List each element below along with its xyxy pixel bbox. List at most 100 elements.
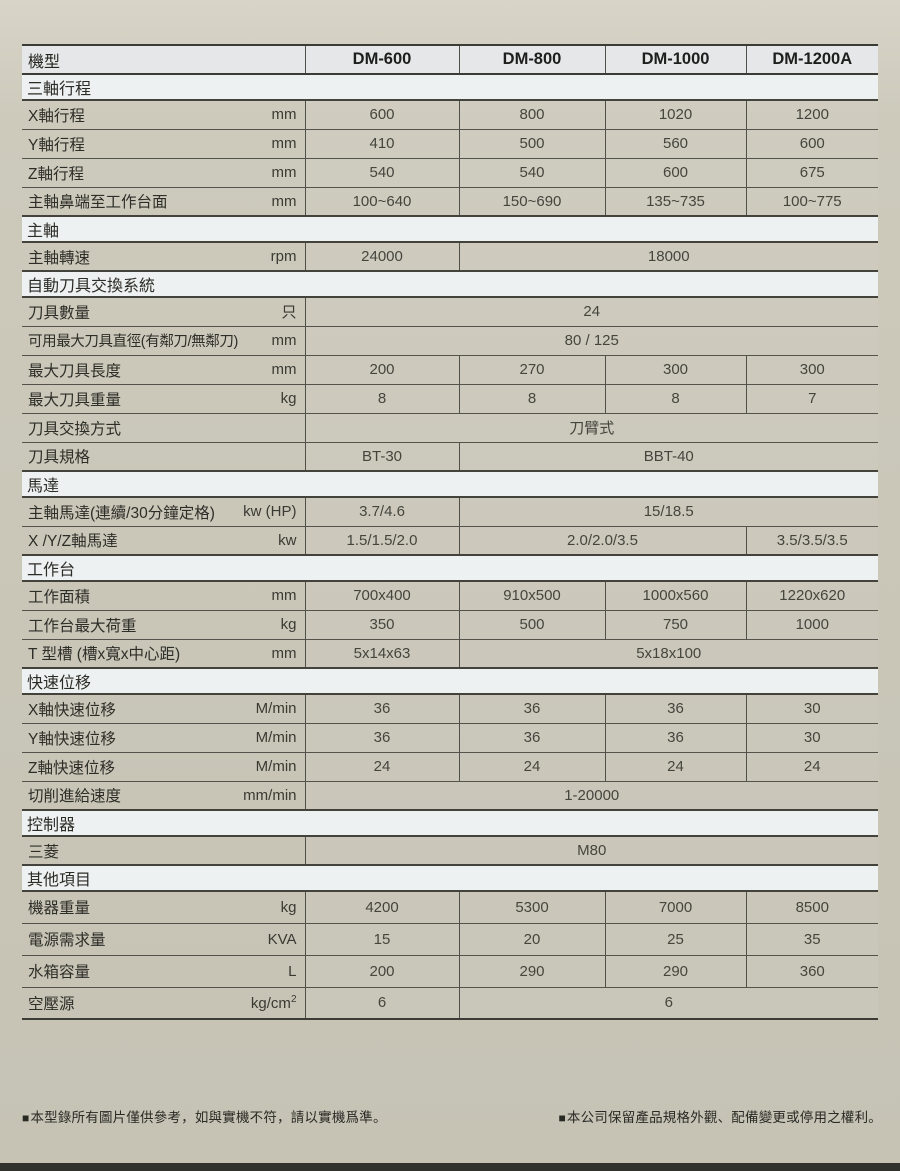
spec-value: 2.0/2.0/3.5 — [458, 525, 746, 556]
spec-value: 350 — [304, 609, 459, 640]
table-row: 機器重量 kg 4200 5300 7000 8500 — [22, 890, 878, 924]
spec-value: 36 — [458, 693, 605, 724]
model-header-dm600: DM-600 — [304, 44, 459, 75]
spec-value: 1000x560 — [604, 580, 746, 611]
table-row: 切削進給速度 mm/min 1-20000 — [22, 780, 878, 811]
row-label: 主軸馬達(連續/30分鐘定格) — [28, 504, 215, 522]
row-label: Z軸快速位移 — [28, 759, 115, 777]
row-label: 可用最大刀具直徑(有鄰刀/無鄰刀) — [28, 334, 238, 350]
table-row: Z軸行程 mm 540 540 600 675 — [22, 157, 878, 188]
spec-value: 24 — [604, 751, 746, 782]
unit-label: M/min — [255, 729, 297, 746]
row-label: 三菱 — [28, 843, 60, 861]
spec-value: 800 — [458, 99, 605, 130]
spec-value: 1220x620 — [745, 580, 878, 611]
page-bottom-edge — [0, 1163, 900, 1171]
section-title: 控制器 — [22, 809, 878, 837]
spec-value: 540 — [458, 157, 605, 188]
row-label: 電源需求量 — [28, 932, 106, 949]
spec-value: 8 — [304, 383, 459, 414]
spec-value: 540 — [304, 157, 459, 188]
unit-label: mm — [271, 587, 297, 605]
spec-value: 6 — [304, 986, 459, 1020]
section-title: 馬達 — [22, 470, 878, 498]
spec-value: 80 / 125 — [304, 325, 878, 356]
spec-value: 30 — [745, 722, 878, 753]
table-row: 工作台最大荷重 kg 350 500 750 1000 — [22, 609, 878, 640]
row-label: 機器重量 — [28, 900, 91, 918]
footer-note-right-text: 本公司保留產品規格外觀、配備變更或停用之權利。 — [566, 1110, 882, 1125]
unit-label: mm — [271, 361, 297, 378]
table-row: Y軸快速位移 M/min 36 36 36 30 — [22, 722, 878, 753]
table-header-row: 機型 DM-600 DM-800 DM-1000 DM-1200A — [22, 44, 878, 75]
footer-note-right: ■本公司保留產品規格外觀、配備變更或停用之權利。 — [558, 1106, 882, 1126]
spec-value: 1.5/1.5/2.0 — [304, 525, 459, 556]
spec-value: 1-20000 — [304, 780, 878, 811]
section-header-atc: 自動刀具交換系統 — [22, 270, 878, 298]
spec-value: 100~640 — [304, 186, 459, 217]
model-column-header: 機型 — [22, 44, 305, 75]
spec-table: 機型 DM-600 DM-800 DM-1000 DM-1200A 三軸行程 X… — [22, 44, 878, 1020]
spec-value: 7 — [745, 383, 878, 414]
spec-value: 290 — [604, 954, 746, 988]
row-label: 空壓源 — [28, 995, 75, 1013]
unit-label: kg — [280, 898, 297, 916]
section-header-worktable: 工作台 — [22, 554, 878, 582]
table-row: 最大刀具長度 mm 200 270 300 300 — [22, 354, 878, 385]
row-label: 水箱容量 — [28, 964, 91, 981]
unit-label: KVA — [267, 930, 297, 948]
spec-value: 30 — [745, 693, 878, 724]
table-row: 電源需求量 KVA 15 20 25 35 — [22, 922, 878, 956]
unit-label: M/min — [255, 700, 297, 718]
spec-value: 8 — [458, 383, 605, 414]
section-title: 工作台 — [22, 554, 878, 582]
spec-value: 500 — [458, 609, 605, 640]
spec-value: 36 — [304, 722, 459, 753]
table-row: 三菱 M80 — [22, 835, 878, 866]
unit-label: kg — [280, 616, 297, 633]
spec-value: 4200 — [304, 890, 459, 924]
spec-value: 18000 — [458, 241, 878, 272]
spec-value: 910x500 — [458, 580, 605, 611]
section-header-other: 其他項目 — [22, 864, 878, 892]
spec-value: 3.5/3.5/3.5 — [745, 525, 878, 556]
section-title: 快速位移 — [22, 667, 878, 695]
spec-value: 5x18x100 — [458, 638, 878, 669]
spec-value: 7000 — [604, 890, 746, 924]
section-header-axes: 三軸行程 — [22, 73, 878, 101]
spec-value: 750 — [604, 609, 746, 640]
model-header-dm1200a: DM-1200A — [745, 44, 878, 75]
spec-value: 300 — [604, 354, 746, 385]
table-row: 主軸馬達(連續/30分鐘定格) kw (HP) 3.7/4.6 15/18.5 — [22, 496, 878, 527]
spec-value: M80 — [304, 835, 878, 866]
table-row: 空壓源 kg/cm2 6 6 — [22, 986, 878, 1020]
row-label: 切削進給速度 — [28, 788, 122, 806]
spec-value: 35 — [745, 922, 878, 956]
model-header-dm1000: DM-1000 — [604, 44, 746, 75]
unit-label: M/min — [255, 758, 297, 775]
bullet-square-icon: ■ — [558, 1111, 566, 1125]
table-row: T 型槽 (槽x寬x中心距) mm 5x14x63 5x18x100 — [22, 638, 878, 669]
row-label: 主軸轉速 — [28, 249, 91, 267]
spec-value: 15/18.5 — [458, 496, 878, 527]
spec-value: 24 — [458, 751, 605, 782]
table-row: Z軸快速位移 M/min 24 24 24 24 — [22, 751, 878, 782]
table-row: 刀具數量 只 24 — [22, 296, 878, 327]
unit-label: mm — [271, 644, 297, 662]
spec-value: 150~690 — [458, 186, 605, 217]
table-row: Y軸行程 mm 410 500 560 600 — [22, 128, 878, 159]
spec-value: 5x14x63 — [304, 638, 459, 669]
row-label: 最大刀具重量 — [28, 391, 122, 409]
table-row: X軸行程 mm 600 800 1020 1200 — [22, 99, 878, 130]
spec-value: 刀臂式 — [304, 412, 878, 443]
bullet-square-icon: ■ — [22, 1111, 30, 1125]
row-label: 主軸鼻端至工作台面 — [28, 194, 168, 212]
spec-value: 290 — [458, 954, 605, 988]
table-row: 水箱容量 L 200 290 290 360 — [22, 954, 878, 988]
row-label: 刀具規格 — [28, 449, 91, 467]
spec-value: 270 — [458, 354, 605, 385]
spec-value: 15 — [304, 922, 459, 956]
spec-value: 500 — [458, 128, 605, 159]
unit-label: mm — [271, 135, 297, 152]
